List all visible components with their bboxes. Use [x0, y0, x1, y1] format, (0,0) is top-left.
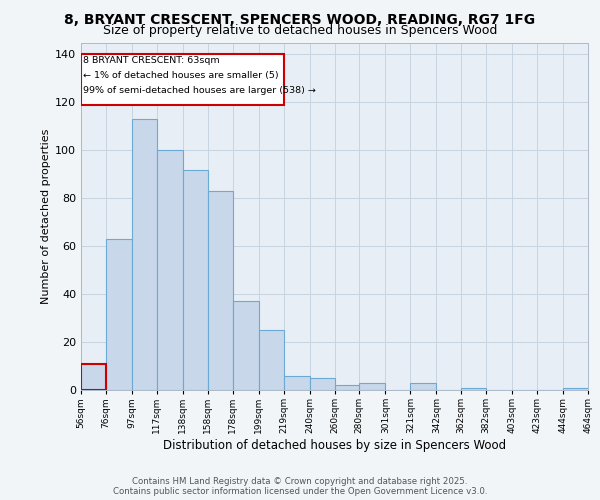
Bar: [359, 383, 385, 390]
Bar: [563, 388, 588, 390]
Bar: [410, 383, 436, 390]
Text: 8 BRYANT CRESCENT: 63sqm: 8 BRYANT CRESCENT: 63sqm: [83, 56, 220, 64]
X-axis label: Distribution of detached houses by size in Spencers Wood: Distribution of detached houses by size …: [163, 439, 506, 452]
Bar: [259, 330, 284, 390]
Bar: [335, 385, 359, 390]
Bar: [157, 150, 183, 390]
Text: Contains HM Land Registry data © Crown copyright and database right 2025.
Contai: Contains HM Land Registry data © Crown c…: [113, 476, 487, 496]
Text: ← 1% of detached houses are smaller (5): ← 1% of detached houses are smaller (5): [83, 71, 278, 80]
Bar: [310, 378, 335, 390]
Bar: [132, 119, 157, 390]
Bar: [106, 239, 132, 390]
Bar: [183, 170, 208, 390]
Text: 8, BRYANT CRESCENT, SPENCERS WOOD, READING, RG7 1FG: 8, BRYANT CRESCENT, SPENCERS WOOD, READI…: [64, 12, 536, 26]
Y-axis label: Number of detached properties: Number of detached properties: [41, 128, 51, 304]
Bar: [208, 191, 233, 390]
Bar: [81, 364, 106, 390]
Bar: [284, 376, 310, 390]
Text: 99% of semi-detached houses are larger (538) →: 99% of semi-detached houses are larger (…: [83, 86, 316, 95]
Bar: [461, 388, 486, 390]
Bar: [233, 302, 259, 390]
Text: Size of property relative to detached houses in Spencers Wood: Size of property relative to detached ho…: [103, 24, 497, 37]
FancyBboxPatch shape: [81, 54, 284, 105]
Bar: [81, 364, 106, 390]
